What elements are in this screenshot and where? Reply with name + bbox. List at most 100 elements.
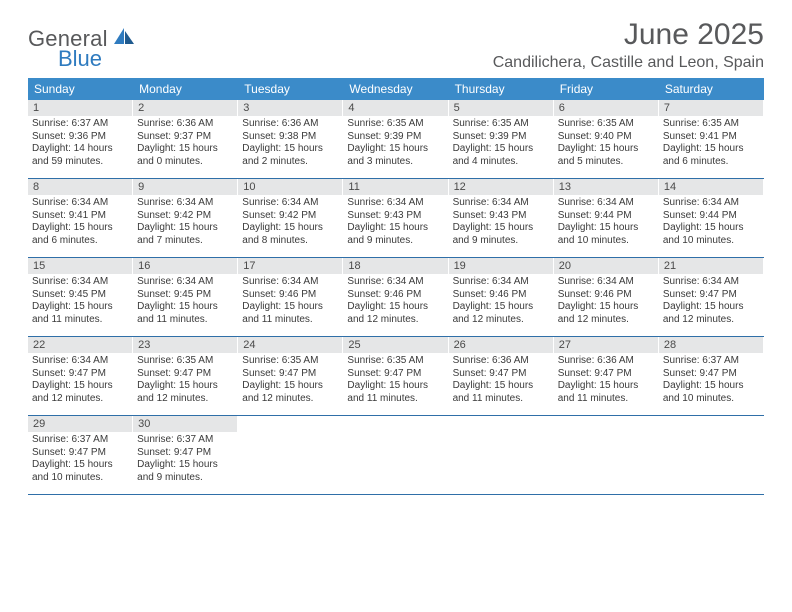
day-body: Sunrise: 6:34 AMSunset: 9:42 PMDaylight:… — [133, 197, 238, 251]
daylight-line: Daylight: 14 hours and 59 minutes. — [32, 143, 129, 168]
day-cell: 28Sunrise: 6:37 AMSunset: 9:47 PMDayligh… — [659, 337, 764, 415]
day-cell: . — [659, 416, 764, 494]
sunset-line: Sunset: 9:46 PM — [453, 289, 550, 302]
calendar: SundayMondayTuesdayWednesdayThursdayFrid… — [28, 78, 764, 495]
sail-icon — [114, 28, 136, 51]
sunset-line: Sunset: 9:47 PM — [663, 368, 760, 381]
daylight-line: Daylight: 15 hours and 6 minutes. — [32, 222, 129, 247]
day-cell: 4 Sunrise: 6:35 AMSunset: 9:39 PMDaylight… — [343, 100, 448, 178]
sunset-line: Sunset: 9:47 PM — [558, 368, 655, 381]
sunrise-line: Sunrise: 6:34 AM — [663, 197, 760, 210]
week-row: 29Sunrise: 6:37 AMSunset: 9:47 PMDayligh… — [28, 416, 764, 495]
sunrise-line: Sunrise: 6:37 AM — [137, 434, 234, 447]
day-cell: 2Sunrise: 6:36 AMSunset: 9:37 PMDaylight… — [133, 100, 238, 178]
daylight-line: Daylight: 15 hours and 12 minutes. — [137, 380, 234, 405]
daylight-line: Daylight: 15 hours and 3 minutes. — [347, 143, 444, 168]
day-body: Sunrise: 6:34 AMSunset: 9:44 PMDaylight:… — [554, 197, 659, 251]
day-number: 3 — [238, 100, 342, 116]
header: General Blue June 2025 Candilichera, Cas… — [28, 18, 764, 72]
day-body: Sunrise: 6:36 AMSunset: 9:47 PMDaylight:… — [449, 355, 554, 409]
sunset-line: Sunset: 9:47 PM — [242, 368, 339, 381]
sunset-line: Sunset: 9:43 PM — [453, 210, 550, 223]
daylight-line: Daylight: 15 hours and 0 minutes. — [137, 143, 234, 168]
daylight-line: Daylight: 15 hours and 10 minutes. — [663, 222, 760, 247]
day-body: Sunrise: 6:36 AMSunset: 9:47 PMDaylight:… — [554, 355, 659, 409]
sunrise-line: Sunrise: 6:34 AM — [663, 276, 760, 289]
sunrise-line: Sunrise: 6:34 AM — [347, 276, 444, 289]
logo: General Blue — [28, 18, 136, 72]
day-number: 11 — [343, 179, 447, 195]
day-number: 5 — [449, 100, 553, 116]
day-number: 25 — [343, 337, 447, 353]
sunset-line: Sunset: 9:47 PM — [663, 289, 760, 302]
sunset-line: Sunset: 9:40 PM — [558, 131, 655, 144]
sunset-line: Sunset: 9:36 PM — [32, 131, 129, 144]
daylight-line: Daylight: 15 hours and 11 minutes. — [558, 380, 655, 405]
day-body: Sunrise: 6:34 AMSunset: 9:43 PMDaylight:… — [343, 197, 448, 251]
sunset-line: Sunset: 9:46 PM — [558, 289, 655, 302]
daylight-line: Daylight: 15 hours and 12 minutes. — [663, 301, 760, 326]
sunrise-line: Sunrise: 6:35 AM — [558, 118, 655, 131]
day-cell: 23 Sunrise: 6:35 AMSunset: 9:47 PMDayligh… — [133, 337, 238, 415]
daylight-line: Daylight: 15 hours and 10 minutes. — [32, 459, 129, 484]
day-number: 15 — [28, 258, 132, 274]
day-number: 23 — [133, 337, 237, 353]
day-body: Sunrise: 6:34 AMSunset: 9:47 PMDaylight:… — [659, 276, 764, 330]
day-cell: 25Sunrise: 6:35 AMSunset: 9:47 PMDayligh… — [343, 337, 448, 415]
location: Candilichera, Castille and Leon, Spain — [493, 54, 764, 72]
sunset-line: Sunset: 9:38 PM — [242, 131, 339, 144]
day-body: Sunrise: 6:35 AMSunset: 9:39 PMDaylight:… — [449, 118, 554, 172]
day-cell: 21 Sunrise: 6:34 AMSunset: 9:47 PMDayligh… — [659, 258, 764, 336]
sunrise-line: Sunrise: 6:37 AM — [663, 355, 760, 368]
day-number: 13 — [554, 179, 658, 195]
day-number: 8 — [28, 179, 132, 195]
dow-monday: Monday — [133, 78, 238, 100]
title-block: June 2025 Candilichera, Castille and Leo… — [493, 18, 764, 72]
day-body: Sunrise: 6:37 AMSunset: 9:47 PMDaylight:… — [133, 434, 238, 488]
daylight-line: Daylight: 15 hours and 8 minutes. — [242, 222, 339, 247]
day-number: 1 — [28, 100, 132, 116]
sunrise-line: Sunrise: 6:35 AM — [137, 355, 234, 368]
day-number: 6 — [554, 100, 658, 116]
daylight-line: Daylight: 15 hours and 12 minutes. — [32, 380, 129, 405]
day-body: Sunrise: 6:37 AMSunset: 9:47 PMDaylight:… — [28, 434, 133, 488]
day-body: Sunrise: 6:36 AMSunset: 9:37 PMDaylight:… — [133, 118, 238, 172]
day-cell: 11 Sunrise: 6:34 AMSunset: 9:43 PMDayligh… — [343, 179, 448, 257]
sunset-line: Sunset: 9:42 PM — [242, 210, 339, 223]
day-cell: 26 Sunrise: 6:36 AMSunset: 9:47 PMDayligh… — [449, 337, 554, 415]
daylight-line: Daylight: 15 hours and 2 minutes. — [242, 143, 339, 168]
day-body: Sunrise: 6:37 AMSunset: 9:47 PMDaylight:… — [659, 355, 764, 409]
dow-tuesday: Tuesday — [238, 78, 343, 100]
daylight-line: Daylight: 15 hours and 10 minutes. — [663, 380, 760, 405]
day-body: Sunrise: 6:35 AMSunset: 9:47 PMDaylight:… — [238, 355, 343, 409]
sunrise-line: Sunrise: 6:35 AM — [347, 118, 444, 131]
day-body: Sunrise: 6:34 AMSunset: 9:45 PMDaylight:… — [133, 276, 238, 330]
daylight-line: Daylight: 15 hours and 11 minutes. — [137, 301, 234, 326]
day-number: 21 — [659, 258, 763, 274]
day-cell: 3Sunrise: 6:36 AMSunset: 9:38 PMDaylight… — [238, 100, 343, 178]
sunset-line: Sunset: 9:45 PM — [137, 289, 234, 302]
sunset-line: Sunset: 9:47 PM — [32, 368, 129, 381]
day-cell: 27Sunrise: 6:36 AMSunset: 9:47 PMDayligh… — [554, 337, 659, 415]
day-number: 4 — [343, 100, 447, 116]
dow-wednesday: Wednesday — [343, 78, 448, 100]
daylight-line: Daylight: 15 hours and 9 minutes. — [453, 222, 550, 247]
sunrise-line: Sunrise: 6:37 AM — [32, 434, 129, 447]
day-body: Sunrise: 6:35 AMSunset: 9:41 PMDaylight:… — [659, 118, 764, 172]
day-cell: 7Sunrise: 6:35 AMSunset: 9:41 PMDaylight… — [659, 100, 764, 178]
day-cell: 8 Sunrise: 6:34 AMSunset: 9:41 PMDaylight… — [28, 179, 133, 257]
day-number: 20 — [554, 258, 658, 274]
day-number: 22 — [28, 337, 132, 353]
day-body: Sunrise: 6:35 AMSunset: 9:47 PMDaylight:… — [133, 355, 238, 409]
sunrise-line: Sunrise: 6:34 AM — [32, 197, 129, 210]
sunset-line: Sunset: 9:44 PM — [663, 210, 760, 223]
week-row: 15Sunrise: 6:34 AMSunset: 9:45 PMDayligh… — [28, 258, 764, 337]
day-number: 30 — [133, 416, 237, 432]
day-cell: 14Sunrise: 6:34 AMSunset: 9:44 PMDayligh… — [659, 179, 764, 257]
sunset-line: Sunset: 9:39 PM — [347, 131, 444, 144]
day-number: 26 — [449, 337, 553, 353]
sunset-line: Sunset: 9:41 PM — [32, 210, 129, 223]
daylight-line: Daylight: 15 hours and 11 minutes. — [347, 380, 444, 405]
sunrise-line: Sunrise: 6:34 AM — [558, 276, 655, 289]
sunset-line: Sunset: 9:46 PM — [242, 289, 339, 302]
